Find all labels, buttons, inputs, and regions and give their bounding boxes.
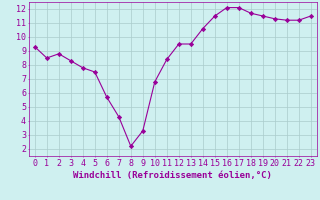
X-axis label: Windchill (Refroidissement éolien,°C): Windchill (Refroidissement éolien,°C): [73, 171, 272, 180]
